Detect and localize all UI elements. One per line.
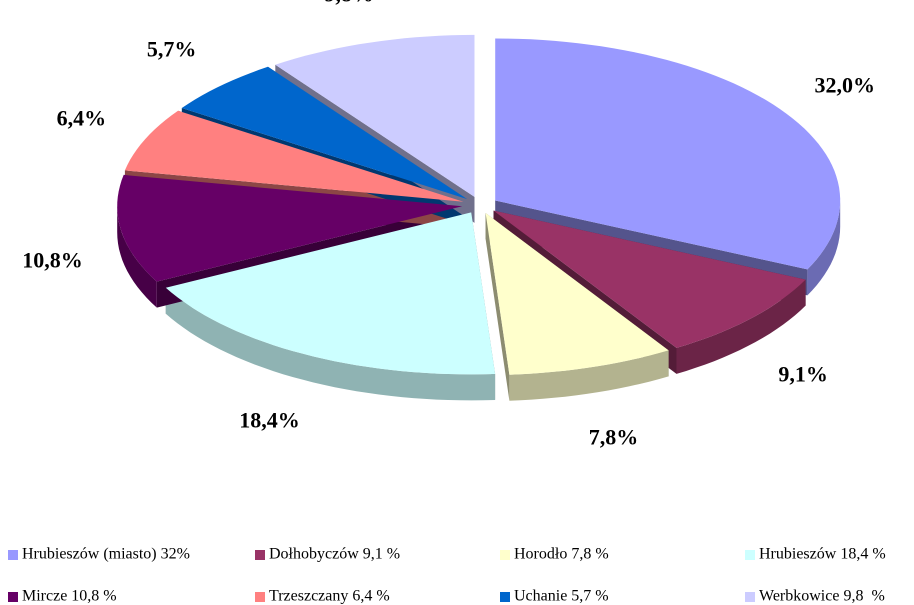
legend-label: Trzeszczany 6,4 % [269,588,390,605]
value-label: 6,4% [57,106,107,131]
legend-label: Hrubieszów 18,4 % [759,546,886,563]
legend-swatch [255,592,265,602]
value-label: 5,7% [147,37,197,62]
legend-label: Hrubieszów (miasto) 32% [22,546,190,563]
value-label: 9,1% [778,361,828,386]
legend-label: Dołhobyczów 9,1 % [269,546,400,563]
slice-side [807,200,841,296]
slice-side [165,287,496,401]
value-label: 9,8% [324,0,374,6]
legend-label: Werbkowice 9,8 % [759,588,885,605]
legend-swatch [500,592,510,602]
legend-swatch [255,550,265,560]
slice-side [509,350,669,401]
slice [495,38,841,270]
slice-side [117,206,157,308]
slice-side [676,279,806,374]
slice [485,213,669,375]
legend-swatch [745,592,755,602]
legend-swatch [745,550,755,560]
legend-swatch [8,550,18,560]
value-label: 32,0% [814,73,875,98]
value-label: 18,4% [239,407,300,432]
legend-swatch [500,550,510,560]
slice [117,174,463,282]
value-label: 7,8% [589,424,639,449]
slice [493,210,806,348]
legend-label: Horodło 7,8 % [514,546,609,563]
slice-edge [485,213,510,401]
slice [181,66,468,200]
slice [124,110,464,202]
slice [275,34,475,197]
value-label: 10,8% [22,248,83,273]
legend-swatch [8,592,18,602]
legend-label: Mircze 10,8 % [22,588,117,605]
legend-label: Uchanie 5,7 % [514,588,609,605]
slice [165,212,496,375]
